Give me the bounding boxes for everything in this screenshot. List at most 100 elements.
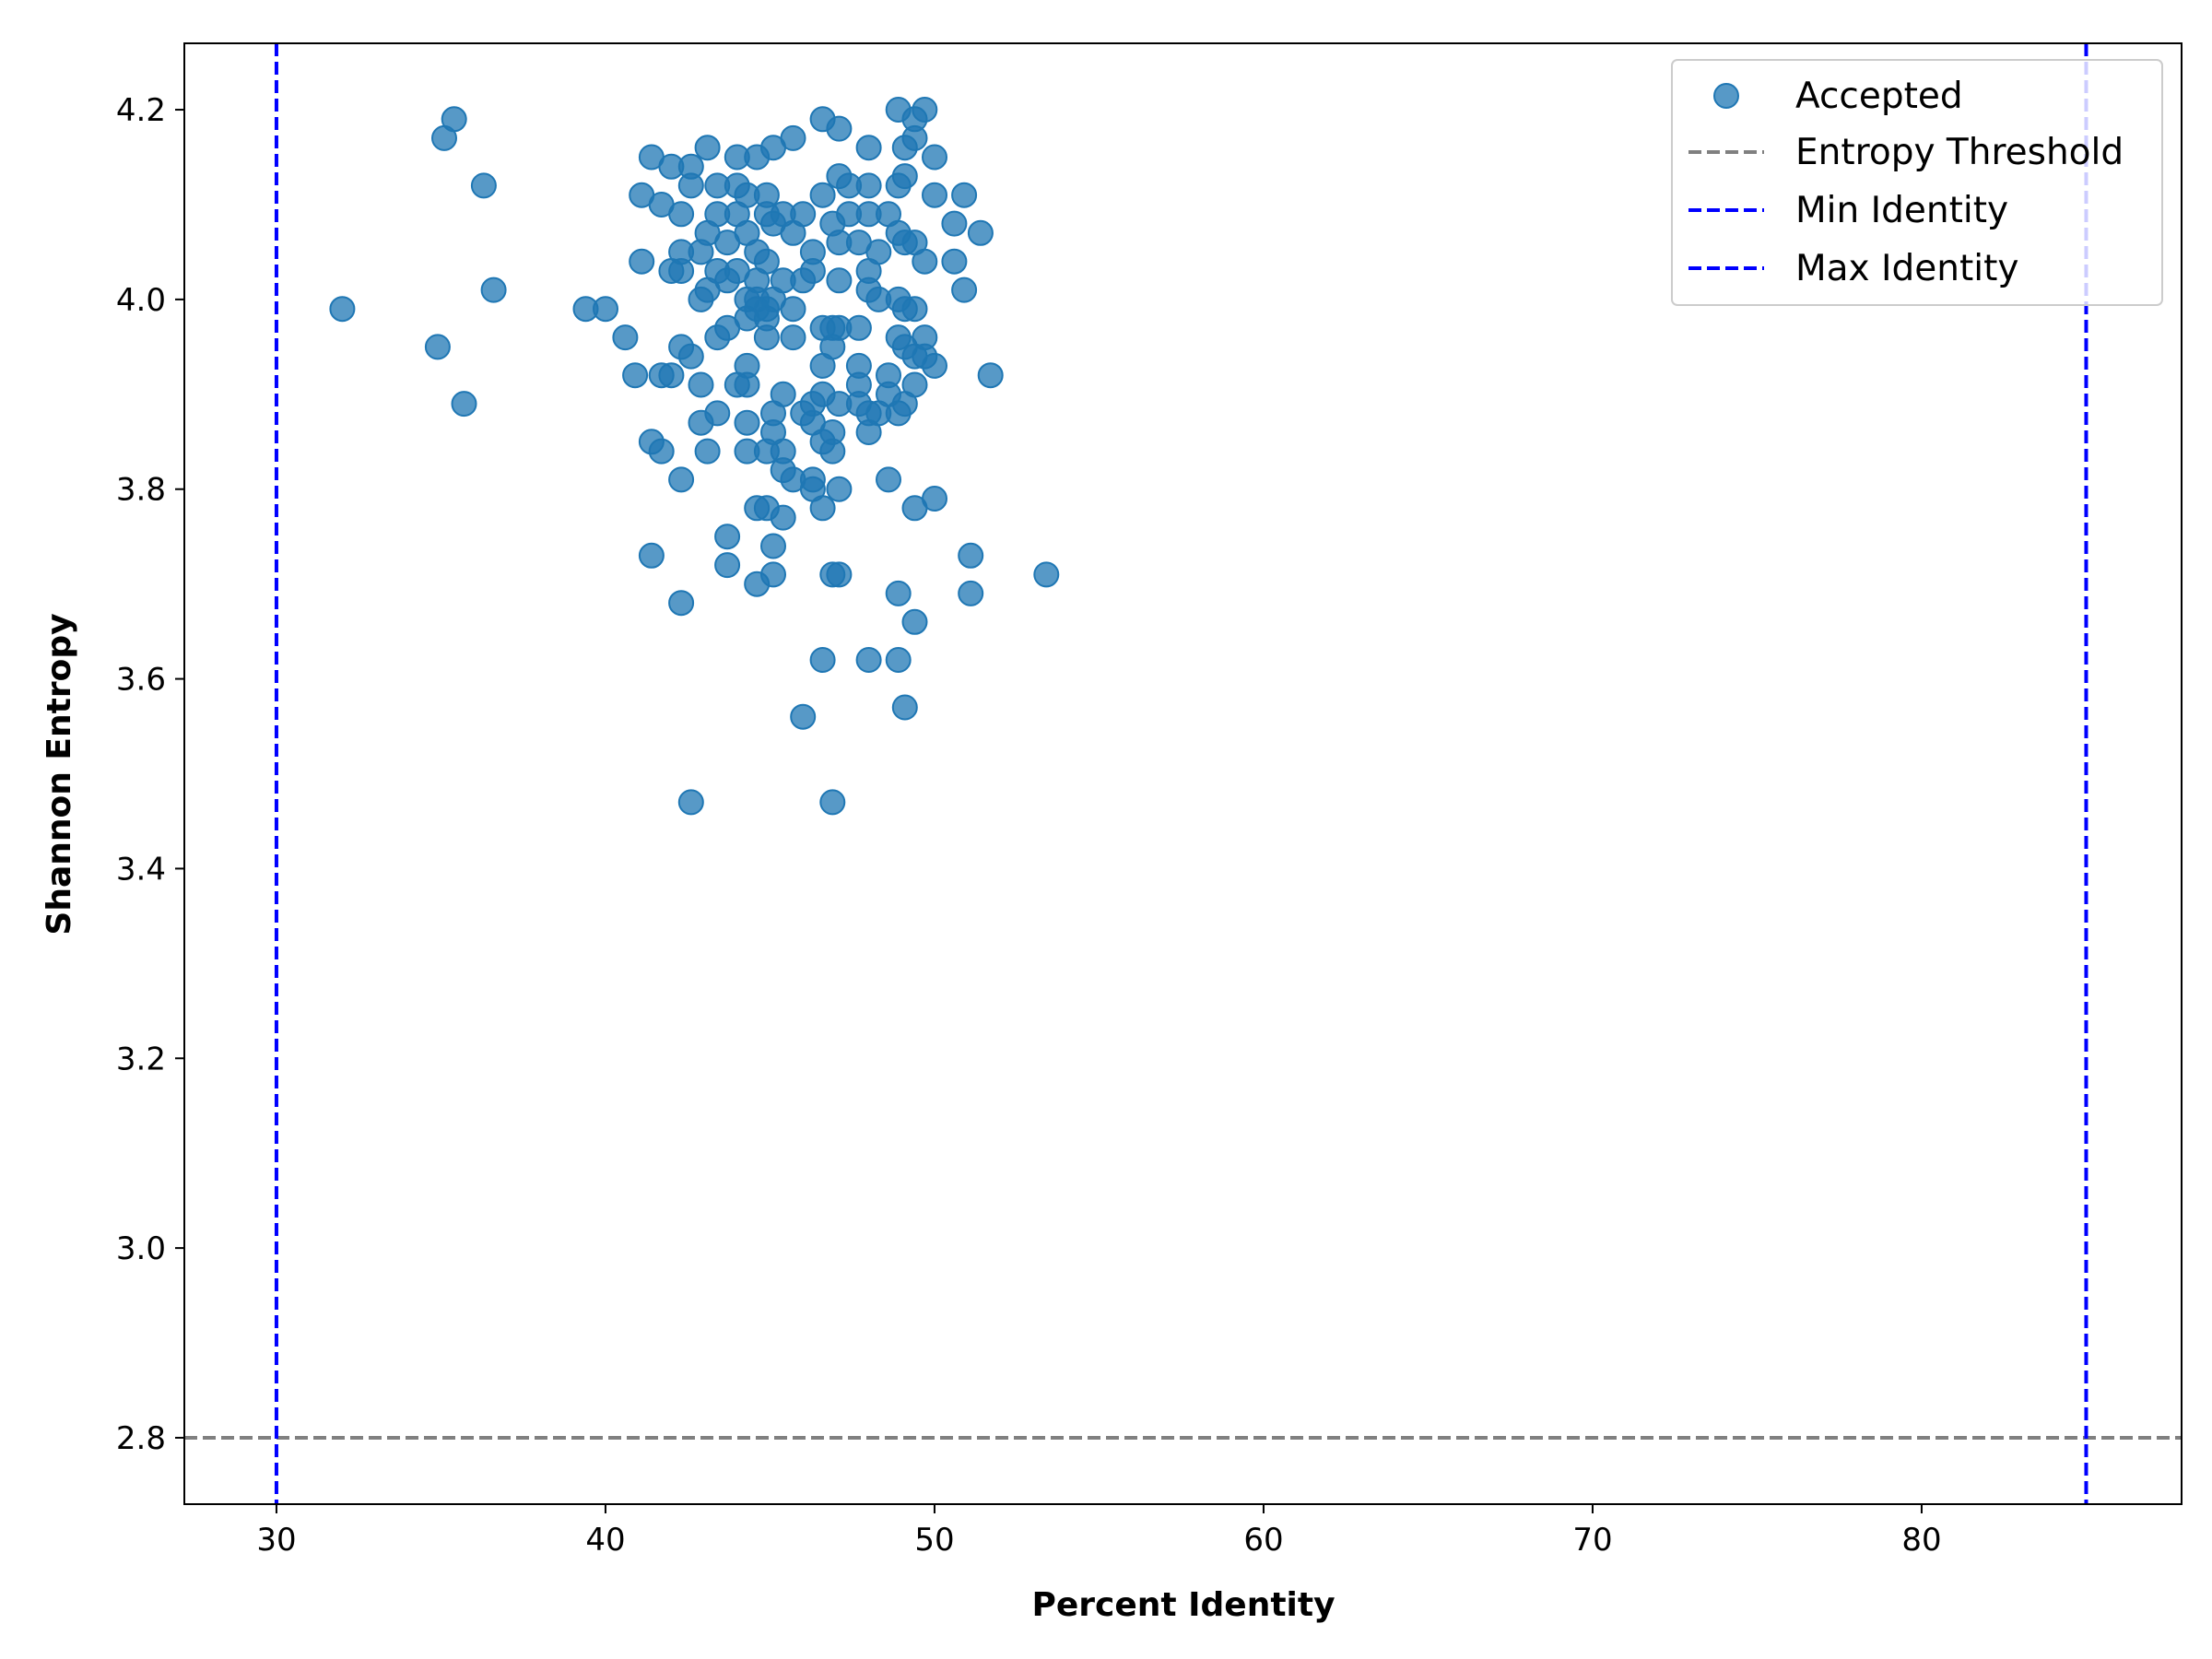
legend: Accepted Entropy Threshold Min Identity … [1671,59,2163,306]
data-point [901,296,928,323]
data-point [658,362,685,389]
y-tick-label: 2.8 [116,1420,166,1457]
x-tick-label: 30 [256,1522,296,1559]
data-point [855,172,882,199]
data-point [885,647,912,673]
data-point [1033,561,1060,588]
data-point [845,314,872,341]
data-point [780,324,806,351]
data-point [480,276,507,303]
data-point [809,182,836,208]
data-point [809,495,836,522]
y-axis-ticks: 2.8 3.0 3.2 3.4 3.6 3.8 4.0 4.2 [116,92,184,1457]
legend-marker-accepted [1713,83,1739,109]
data-point [922,486,947,512]
data-point [922,182,947,208]
data-points [329,97,1060,816]
data-point [780,124,806,151]
data-point [826,115,853,142]
data-point [790,703,817,730]
data-point [922,144,947,171]
x-tick-label: 60 [1243,1522,1283,1559]
data-point [441,106,467,133]
data-point [941,248,968,275]
y-tick-label: 3.8 [116,472,166,509]
data-point [760,533,786,559]
data-point [891,694,918,721]
data-point [753,248,780,275]
data-point [958,580,984,606]
data-point [901,371,928,398]
data-point [790,201,817,228]
y-tick-label: 3.0 [116,1230,166,1267]
legend-label-entropy-threshold: Entropy Threshold [1795,132,2124,173]
data-point [819,789,846,816]
plot-frame [183,42,2183,1505]
data-point [622,362,649,389]
data-point [780,296,806,323]
data-point [638,542,665,569]
data-point [629,248,655,275]
data-point [688,371,714,398]
data-point [668,590,695,617]
data-point [770,504,796,531]
data-point [668,466,695,493]
x-tick-label: 40 [585,1522,625,1559]
data-point [734,371,760,398]
data-point [951,276,978,303]
legend-label-accepted: Accepted [1795,76,1963,117]
data-point [855,647,882,673]
data-point [612,324,639,351]
data-point [714,552,741,579]
data-point [694,438,721,465]
data-point [865,239,892,265]
data-point [753,324,780,351]
y-tick-label: 3.2 [116,1041,166,1077]
data-point [329,296,356,323]
y-tick-label: 3.4 [116,851,166,888]
data-point [770,381,796,407]
data-point [424,334,451,360]
data-point [912,97,938,123]
data-point [826,476,853,502]
data-point [451,391,477,418]
legend-box [1671,59,2163,306]
data-point [876,466,901,493]
data-point [799,258,826,284]
data-point [668,258,695,284]
x-axis-title: Percent Identity [1031,1586,1335,1624]
data-point [901,124,928,151]
data-point [826,561,853,588]
y-tick-label: 3.6 [116,662,166,699]
data-point [912,248,938,275]
data-point [734,409,760,436]
data-point [941,210,968,237]
x-axis-ticks: 30 40 50 60 70 80 [256,1504,1942,1559]
data-point [958,542,984,569]
data-point [648,438,675,465]
data-point [826,267,853,294]
data-point [470,172,497,199]
data-point [951,182,978,208]
data-point [704,400,731,427]
y-tick-label: 4.2 [116,92,166,129]
legend-label-max-identity: Max Identity [1795,248,2019,289]
data-point [677,172,704,199]
data-point [922,352,947,379]
y-tick-label: 4.0 [116,282,166,319]
x-tick-label: 70 [1572,1522,1612,1559]
x-tick-label: 80 [1901,1522,1941,1559]
data-point [677,789,704,816]
data-point [819,438,846,465]
data-point [809,647,836,673]
y-axis-title: Shannon Entropy [41,613,78,935]
data-point [714,524,741,550]
data-point [885,580,912,606]
data-point [901,608,928,635]
data-point [694,135,721,161]
x-tick-label: 50 [914,1522,954,1559]
data-point [891,163,918,190]
data-point [855,135,882,161]
data-point [593,296,618,323]
